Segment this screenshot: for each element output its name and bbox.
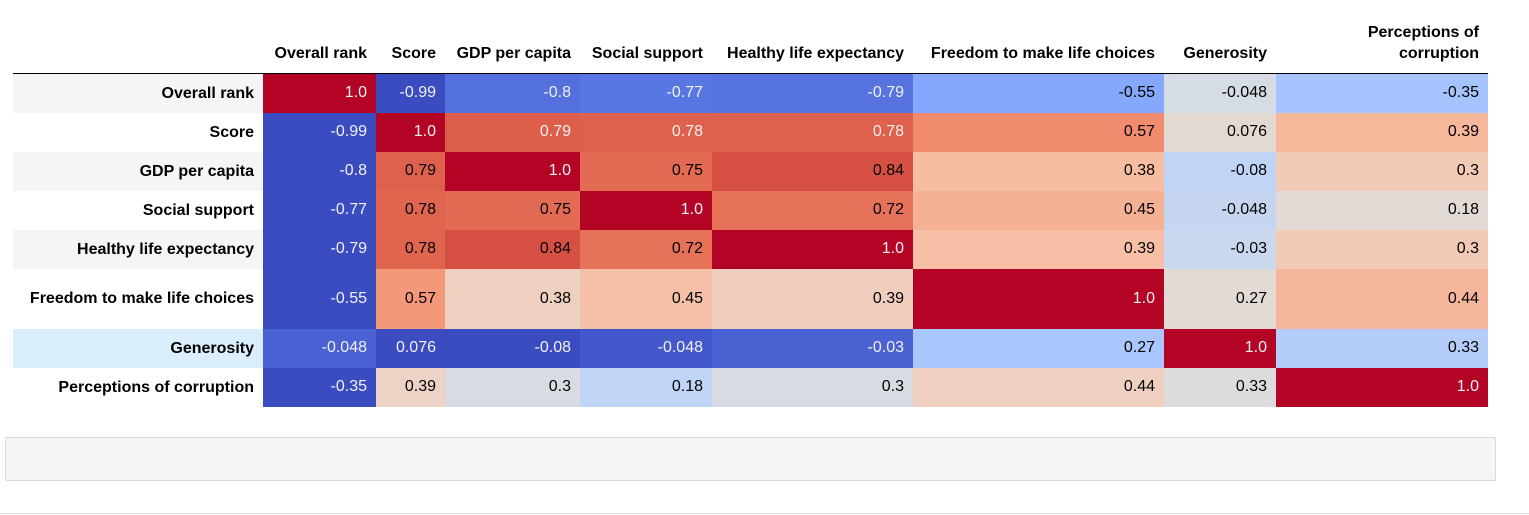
correlation-cell: 0.44 (913, 367, 1164, 407)
correlation-cell: 1.0 (1276, 367, 1488, 407)
correlation-cell: 1.0 (913, 268, 1164, 329)
row-header: Score (209, 123, 254, 141)
correlation-cell: 0.076 (376, 328, 445, 368)
row-header: Freedom to make life choices (29, 290, 254, 307)
correlation-cell: 0.45 (580, 268, 712, 329)
correlation-cell: -0.08 (1164, 151, 1276, 191)
correlation-cell: 0.3 (712, 367, 913, 407)
correlation-cell: 0.27 (1164, 268, 1276, 329)
correlation-cell: 0.18 (580, 367, 712, 407)
correlation-cell: -0.048 (1164, 73, 1276, 113)
column-header: Social support (591, 45, 703, 62)
correlation-cell: -0.77 (580, 73, 712, 113)
correlation-cell: -0.35 (1276, 73, 1488, 113)
correlation-cell: -0.35 (263, 367, 376, 407)
correlation-cell: 0.79 (445, 112, 580, 152)
correlation-cell: 0.78 (580, 112, 712, 152)
row-header: Healthy life expectancy (13, 229, 263, 269)
correlation-cell: -0.99 (376, 73, 445, 113)
table-row: Social support -0.77 0.78 0.75 1.0 0.72 0.45 -0… (13, 190, 1488, 230)
column-header: GDP per capita (456, 45, 571, 62)
row-header: Social support (142, 201, 254, 219)
correlation-cell: 1.0 (712, 229, 913, 269)
table-row: Perceptions of corruption -0.35 0.39 0.3 0.1… (13, 367, 1488, 407)
column-header: Overall rank (274, 45, 368, 62)
correlation-cell: 0.75 (580, 151, 712, 191)
correlation-cell: 0.45 (913, 190, 1164, 230)
table-row: Healthy life expectancy -0.79 0.78 0.84 0.72… (13, 229, 1488, 269)
correlation-cell: 0.78 (712, 112, 913, 152)
corner-header (13, 22, 263, 74)
correlation-cell: -0.03 (712, 328, 913, 368)
correlation-cell: 0.39 (913, 229, 1164, 269)
correlation-cell: 0.076 (1164, 112, 1276, 152)
correlation-cell: -0.55 (913, 73, 1164, 113)
correlation-cell: 0.78 (376, 229, 445, 269)
correlation-cell: 0.57 (913, 112, 1164, 152)
column-header: Generosity (1183, 45, 1267, 62)
correlation-cell: 0.3 (1276, 151, 1488, 191)
correlation-cell: 0.39 (376, 367, 445, 407)
correlation-cell: 0.79 (376, 151, 445, 191)
correlation-cell: -0.8 (445, 73, 580, 113)
correlation-cell: 0.18 (1276, 190, 1488, 230)
correlation-cell: -0.8 (263, 151, 376, 191)
table-row: Overall rank 1.0 -0.99 -0.8 -0.77 -0.79 -0.55-… (13, 73, 1488, 113)
correlation-cell: 1.0 (1164, 328, 1276, 368)
correlation-cell: 0.38 (445, 268, 580, 329)
table-row: Freedom to make life choices -0.55 0.57 0.3… (13, 268, 1488, 329)
table-row: Score -0.99 1.0 0.79 0.78 0.78 0.57 0.076 0.39 (13, 112, 1488, 152)
correlation-cell: 0.33 (1276, 328, 1488, 368)
row-header: Overall rank (13, 73, 263, 113)
correlation-cell: 0.3 (1276, 229, 1488, 269)
row-header: Perceptions of corruption (58, 378, 254, 396)
correlation-cell: -0.79 (263, 229, 376, 269)
correlation-cell: -0.08 (445, 328, 580, 368)
correlation-cell: 0.75 (445, 190, 580, 230)
correlation-table: Overall rank Score GDP per capita Social… (13, 22, 1488, 407)
correlation-cell: 0.3 (445, 367, 580, 407)
correlation-cell: -0.77 (263, 190, 376, 230)
header-row: Overall rank Score GDP per capita Social… (13, 22, 1488, 74)
correlation-cell: -0.048 (580, 328, 712, 368)
correlation-cell: 0.44 (1276, 268, 1488, 329)
correlation-cell: 0.38 (913, 151, 1164, 191)
correlation-cell: 0.72 (580, 229, 712, 269)
cell-output-area[interactable] (5, 437, 1496, 481)
column-header: Freedom to make life choices (930, 45, 1155, 62)
correlation-cell: 0.84 (445, 229, 580, 269)
correlation-cell: 0.39 (1276, 112, 1488, 152)
column-header: Healthy life expectancy (727, 45, 904, 62)
correlation-cell: 0.39 (712, 268, 913, 329)
correlation-cell: 1.0 (580, 190, 712, 230)
table-row: GDP per capita -0.8 0.79 1.0 0.75 0.84 0.38 -0.… (13, 151, 1488, 191)
row-header: GDP per capita (13, 151, 263, 191)
column-header: Score (391, 45, 436, 62)
correlation-cell: -0.048 (263, 328, 376, 368)
correlation-cell: 0.72 (712, 190, 913, 230)
table-row: Generosity -0.048 0.076 -0.08 -0.048 -0.03 0.2… (13, 328, 1488, 368)
correlation-cell: 0.27 (913, 328, 1164, 368)
correlation-cell: -0.55 (263, 268, 376, 329)
correlation-cell: -0.03 (1164, 229, 1276, 269)
correlation-cell: -0.79 (712, 73, 913, 113)
correlation-cell: 0.33 (1164, 367, 1276, 407)
correlation-cell: 0.78 (376, 190, 445, 230)
correlation-cell: 1.0 (445, 151, 580, 191)
correlation-cell: -0.99 (263, 112, 376, 152)
divider (0, 513, 1529, 514)
correlation-cell: 1.0 (376, 112, 445, 152)
correlation-cell: 0.57 (376, 268, 445, 329)
correlation-cell: 1.0 (263, 73, 376, 113)
correlation-cell: 0.84 (712, 151, 913, 191)
row-header: Generosity (13, 328, 263, 368)
column-header: Perceptions of corruption (1367, 24, 1479, 62)
correlation-cell: -0.048 (1164, 190, 1276, 230)
